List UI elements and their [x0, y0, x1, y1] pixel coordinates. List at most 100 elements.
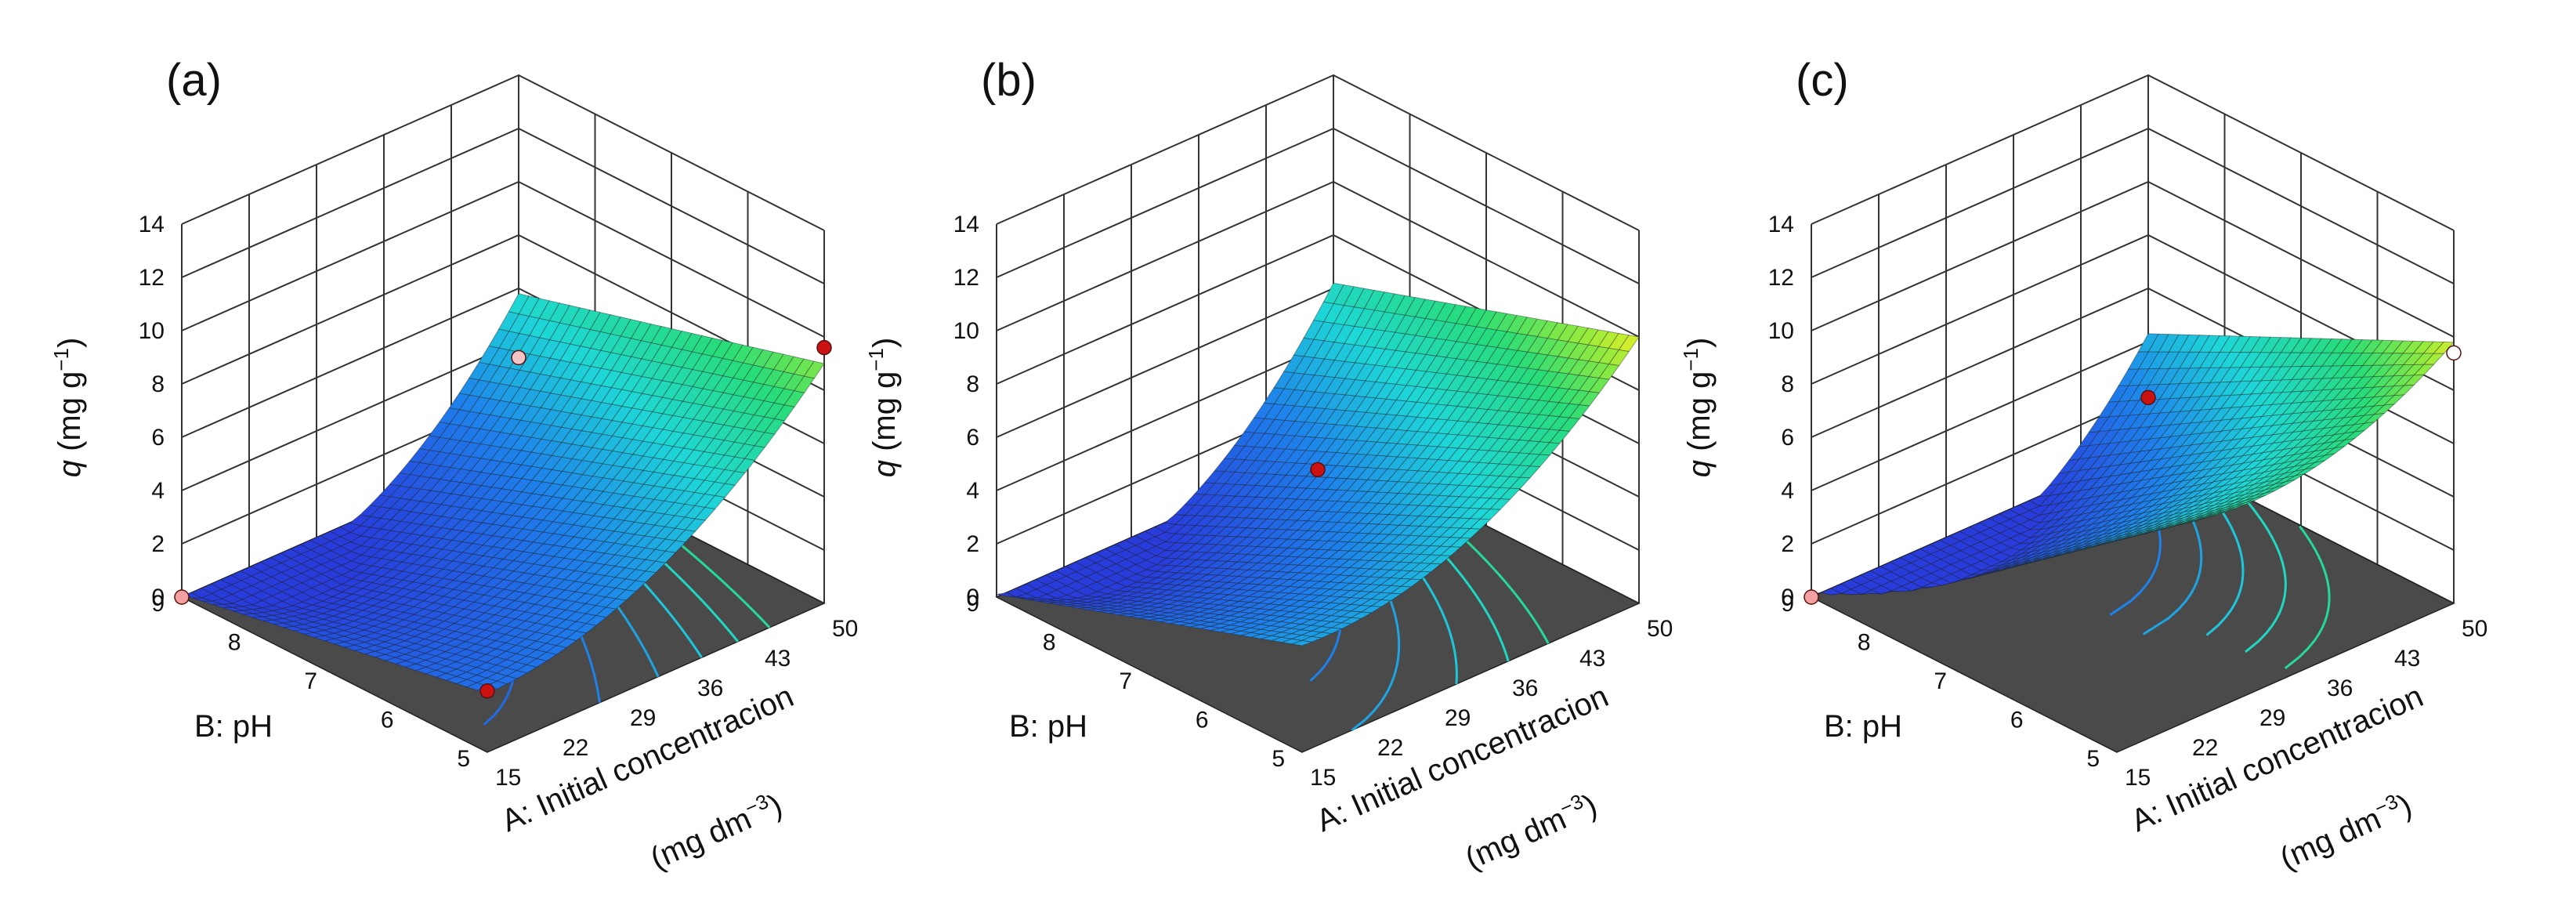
panel-b-surface [996, 282, 1640, 646]
y-tick-label: 7 [1934, 668, 1947, 694]
x-tick-label: 50 [2462, 616, 2487, 642]
z-tick-label: 0 [1781, 585, 1794, 610]
back-grid-line-z [1811, 180, 2455, 338]
panel-b-design-points [1310, 462, 1326, 478]
z-tick-label: 0 [966, 585, 979, 610]
panel-c-y-axis-label: B: pH [1824, 709, 1902, 744]
y-tick-label: 5 [1272, 746, 1285, 772]
z-tick-label: 2 [151, 531, 165, 557]
panel-c-design-points [1804, 345, 2462, 605]
z-tick-label: 2 [1781, 531, 1794, 557]
x-tick-label: 36 [697, 675, 723, 701]
panel-b-x-axis-unit: (mg dm−3) [1459, 785, 1602, 876]
panel-a-x-axis-unit: (mg dm−3) [644, 785, 787, 876]
panel-a-surface [181, 293, 825, 694]
back-grid-line-z [181, 180, 825, 338]
z-tick-label: 6 [1781, 425, 1794, 451]
panel-c-x-axis-unit: (mg dm−3) [2274, 785, 2417, 876]
design-point [2446, 345, 2462, 361]
x-tick-label: 43 [1579, 646, 1605, 672]
y-tick-label: 6 [1196, 708, 1209, 733]
y-tick-label: 7 [1119, 668, 1132, 694]
z-tick-label: 12 [139, 265, 165, 291]
panel-a-ticks: 0 2 4 6 8 10 12 14 15 22 29 36 43 50 5 6 7 8 9 [139, 212, 859, 791]
z-tick-label: 14 [953, 212, 979, 237]
panel-c-back-grid [1811, 74, 2455, 604]
x-tick-label: 50 [832, 616, 858, 642]
panel-b-z-axis-label: q (mg g−1) [864, 338, 902, 478]
y-tick-label: 6 [381, 708, 394, 733]
z-tick-label: 4 [1781, 478, 1794, 504]
panel-a-back-grid [181, 74, 825, 604]
design-point [816, 339, 832, 356]
y-tick-label: 9 [1781, 591, 1794, 617]
z-tick-label: 12 [1768, 265, 1794, 291]
surface-cell [1322, 282, 1344, 304]
panel-a-z-axis-label: q (mg g−1) [49, 338, 87, 478]
panel-a-design-points [174, 339, 832, 699]
z-tick-label: 4 [151, 478, 165, 504]
contour-line [2243, 497, 2287, 654]
y-tick-label: 5 [457, 746, 470, 772]
panel-b-y-axis-label: B: pH [1009, 709, 1087, 744]
panel-c-z-axis-label: q (mg g−1) [1679, 338, 1717, 478]
y-tick-label: 5 [2086, 746, 2100, 772]
x-tick-label: 22 [1377, 735, 1403, 761]
design-point [174, 589, 190, 605]
z-tick-label: 8 [1781, 371, 1794, 397]
panel-a: 0 2 4 6 8 10 12 14 15 22 29 36 43 50 5 6 7 8 9 (a) q (mg g… [49, 55, 858, 876]
z-tick-label: 10 [953, 318, 979, 344]
x-tick-label: 15 [495, 765, 521, 791]
back-grid-line-z [1811, 127, 2455, 284]
z-tick-label: 14 [1768, 212, 1794, 237]
surface-cell [508, 293, 530, 315]
panel-c: 0 2 4 6 8 10 12 14 15 22 29 36 43 50 5 6 7 8 9 (c) q (mg g… [1679, 55, 2487, 876]
y-tick-label: 8 [228, 630, 241, 656]
z-tick-label: 10 [139, 318, 165, 344]
panel-b: 0 2 4 6 8 10 12 14 15 22 29 36 43 50 5 6 7 8 9 (b) q (mg g… [864, 55, 1673, 876]
panel-b-ticks: 0 2 4 6 8 10 12 14 15 22 29 36 43 50 5 6 7 8 9 [953, 212, 1673, 791]
y-tick-label: 8 [1858, 630, 1871, 656]
x-tick-label: 36 [1512, 675, 1538, 701]
z-tick-label: 10 [1768, 318, 1794, 344]
x-tick-label: 43 [765, 646, 791, 672]
z-tick-label: 2 [966, 531, 979, 557]
panel-c-ticks: 0 2 4 6 8 10 12 14 15 22 29 36 43 50 5 6 7 8 9 [1768, 212, 2488, 791]
z-tick-label: 12 [953, 265, 979, 291]
x-tick-label: 36 [2327, 675, 2353, 701]
x-tick-label: 43 [2394, 646, 2420, 672]
back-grid-line-z [181, 127, 825, 284]
y-tick-label: 6 [2010, 708, 2024, 733]
design-point [511, 349, 526, 366]
back-grid-line-z [996, 74, 1640, 231]
z-tick-label: 8 [151, 371, 165, 397]
x-tick-label: 29 [630, 705, 656, 731]
contour-line [2284, 525, 2331, 669]
design-point [1310, 462, 1326, 478]
x-tick-label: 22 [2192, 735, 2218, 761]
x-tick-label: 22 [563, 735, 588, 761]
panel-a-label: (a) [166, 55, 222, 106]
design-point [1804, 589, 1819, 605]
back-grid-line-z [1811, 74, 2455, 231]
y-tick-label: 9 [966, 591, 979, 617]
panel-c-label: (c) [1796, 55, 1849, 106]
z-tick-label: 8 [966, 371, 979, 397]
z-tick-label: 4 [966, 478, 979, 504]
x-tick-label: 15 [2125, 765, 2151, 791]
x-tick-label: 29 [2259, 705, 2285, 731]
y-tick-label: 8 [1043, 630, 1056, 656]
panel-c-surface [1811, 333, 2455, 596]
back-grid-line-z [181, 74, 825, 231]
panel-a-y-axis-label: B: pH [194, 709, 273, 744]
x-tick-label: 50 [1647, 616, 1673, 642]
back-grid-line-z [996, 127, 1640, 284]
x-tick-label: 29 [1445, 705, 1471, 731]
z-tick-label: 6 [966, 425, 979, 451]
z-tick-label: 6 [151, 425, 165, 451]
z-tick-label: 0 [151, 585, 165, 610]
z-tick-label: 14 [139, 212, 165, 237]
design-point [479, 683, 495, 699]
y-tick-label: 9 [151, 591, 165, 617]
